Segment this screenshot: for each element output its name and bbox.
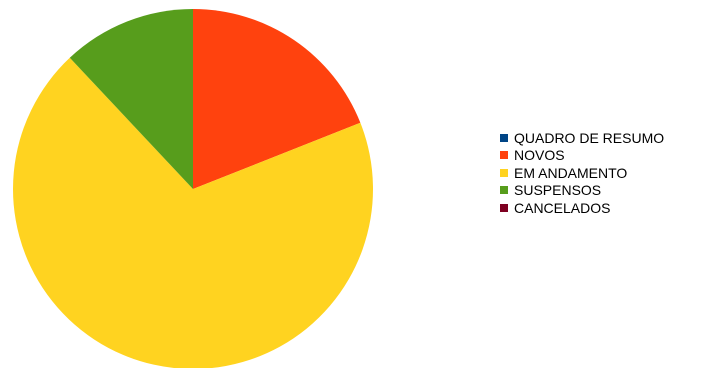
legend-item-suspensos: SUSPENSOS (500, 182, 664, 200)
legend-swatch (500, 168, 508, 177)
legend-label: CANCELADOS (514, 199, 611, 216)
pie-slice-suspensos (69, 9, 193, 189)
pie-slice-em-andamento (13, 57, 373, 368)
legend: QUADRO DE RESUMO NOVOS EM ANDAMENTO SUSP… (500, 129, 664, 217)
legend-swatch (500, 186, 508, 195)
legend-item-cancelados: CANCELADOS (500, 199, 664, 217)
legend-item-novos: NOVOS (500, 147, 664, 165)
legend-label: QUADRO DE RESUMO (514, 129, 665, 146)
legend-item-quadro-de-resumo: QUADRO DE RESUMO (500, 129, 664, 147)
legend-item-em-andamento: EM ANDAMENTO (500, 164, 664, 182)
legend-swatch (500, 151, 508, 160)
legend-swatch (500, 133, 508, 142)
pie-slice-novos (193, 9, 361, 189)
legend-label: EM ANDAMENTO (514, 164, 628, 181)
legend-label: NOVOS (514, 147, 565, 164)
legend-label: SUSPENSOS (514, 182, 602, 199)
legend-swatch (500, 203, 508, 212)
